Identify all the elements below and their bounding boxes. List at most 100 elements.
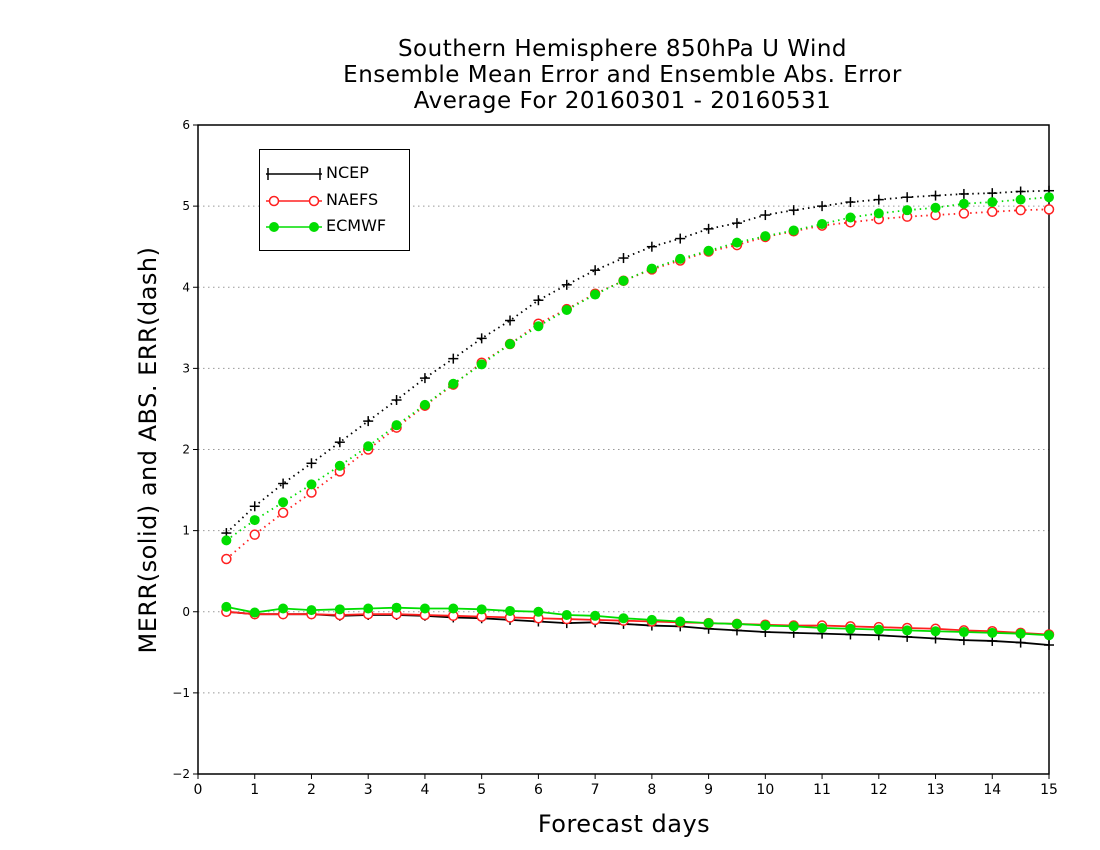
series-ncep-dotted — [221, 185, 1054, 539]
data-point-ecmwf-solid-25 — [930, 626, 941, 637]
data-point-ecmwf-dotted-29 — [1044, 192, 1054, 203]
x-axis-label: Forecast days — [537, 810, 711, 838]
data-point-ncep-dotted-6 — [391, 395, 402, 406]
data-point-ncep-dotted-18 — [731, 218, 742, 229]
x-tick-label-5: 5 — [477, 782, 486, 798]
legend-item-ncep: NCEP — [260, 162, 409, 186]
data-point-ecmwf-dotted-2 — [278, 497, 289, 508]
legend-ncep-marker-icon — [266, 168, 322, 180]
y-tick-label-1: −1 — [172, 686, 190, 700]
data-point-ecmwf-dotted-6 — [391, 420, 402, 431]
data-point-ecmwf-dotted-11 — [533, 321, 544, 332]
data-point-ncep-dotted-5 — [363, 416, 374, 427]
data-point-ecmwf-solid-16 — [675, 616, 686, 627]
series-ecmwf-solid — [221, 601, 1054, 641]
data-point-ecmwf-solid-11 — [533, 606, 544, 617]
y-tick-label-8: 6 — [182, 118, 190, 132]
legend-item-naefs: NAEFS — [260, 189, 409, 213]
data-point-ncep-dotted-23 — [873, 194, 884, 205]
x-tick-label-13: 13 — [927, 782, 945, 798]
data-point-ncep-dotted-17 — [703, 223, 714, 234]
data-point-naefs-dotted-27 — [987, 206, 998, 218]
data-point-ecmwf-solid-0 — [221, 601, 232, 612]
data-point-ecmwf-solid-18 — [731, 618, 742, 629]
data-point-ncep-dotted-15 — [646, 241, 657, 252]
x-tick-label-14: 14 — [983, 782, 1001, 798]
data-point-ecmwf-dotted-0 — [221, 535, 232, 546]
data-point-ncep-dotted-2 — [278, 478, 289, 489]
data-point-ncep-dotted-12 — [561, 279, 572, 290]
y-tick-label-6: 4 — [182, 280, 190, 294]
data-point-ecmwf-solid-23 — [873, 624, 884, 635]
data-point-ecmwf-dotted-3 — [306, 479, 317, 490]
data-point-ncep-dotted-14 — [618, 253, 629, 264]
data-point-ecmwf-dotted-20 — [788, 225, 799, 236]
series-line-ecmwf-dotted — [225, 196, 1050, 542]
data-point-ecmwf-solid-17 — [703, 618, 714, 629]
data-point-ecmwf-dotted-13 — [590, 289, 601, 300]
x-tick-label-7: 7 — [591, 782, 600, 798]
data-point-ecmwf-solid-15 — [646, 614, 657, 625]
y-axis-label: MERR(solid) and ABS. ERR(dash) — [134, 246, 162, 654]
data-point-ecmwf-dotted-17 — [703, 245, 714, 256]
data-point-ecmwf-solid-2 — [278, 603, 289, 614]
data-point-ecmwf-dotted-27 — [987, 197, 998, 208]
data-point-ncep-dotted-25 — [930, 190, 941, 201]
data-point-ncep-dotted-27 — [987, 188, 998, 199]
data-point-ecmwf-solid-13 — [590, 610, 601, 621]
data-point-ncep-dotted-16 — [675, 233, 686, 244]
data-point-ecmwf-solid-5 — [363, 603, 374, 614]
data-point-ecmwf-solid-3 — [306, 605, 317, 616]
data-point-naefs-dotted-29 — [1043, 204, 1055, 215]
chart-title-line-1: Southern Hemisphere 850hPa U Wind — [397, 36, 848, 62]
x-tick-label-10: 10 — [756, 782, 774, 798]
data-point-ncep-dotted-9 — [476, 333, 487, 344]
data-point-ecmwf-solid-8 — [448, 603, 459, 614]
legend: NCEP NAEFS ECMWF — [259, 149, 410, 251]
x-tick-label-3: 3 — [364, 782, 373, 798]
data-point-ecmwf-dotted-19 — [760, 231, 771, 242]
legend-naefs-marker-icon — [266, 195, 322, 207]
data-point-ecmwf-solid-9 — [476, 604, 487, 615]
x-tick-label-4: 4 — [420, 782, 429, 798]
data-point-ecmwf-dotted-16 — [675, 253, 686, 264]
data-point-ecmwf-dotted-7 — [419, 399, 430, 410]
data-point-naefs-dotted-28 — [1015, 204, 1026, 216]
data-point-naefs-dotted-1 — [249, 529, 260, 540]
legend-label-ncep: NCEP — [326, 163, 369, 182]
data-point-ecmwf-solid-28 — [1015, 628, 1026, 639]
data-point-ecmwf-dotted-5 — [363, 441, 374, 452]
data-point-naefs-dotted-0 — [221, 553, 232, 565]
data-point-ecmwf-solid-26 — [958, 627, 969, 638]
x-tick-label-2: 2 — [307, 782, 316, 798]
data-point-ncep-dotted-7 — [419, 373, 430, 384]
data-point-ecmwf-solid-6 — [391, 602, 402, 613]
data-point-ecmwf-dotted-10 — [505, 339, 516, 350]
data-point-ecmwf-dotted-22 — [845, 212, 856, 223]
data-point-ecmwf-solid-7 — [419, 603, 430, 614]
data-point-ncep-solid-28 — [1015, 637, 1026, 648]
chart-title-line-3: Average For 20160301 - 20160531 — [413, 88, 832, 114]
x-tick-label-6: 6 — [534, 782, 543, 798]
x-tick-label-8: 8 — [647, 782, 656, 798]
data-point-ecmwf-dotted-12 — [561, 304, 572, 315]
data-point-ncep-dotted-11 — [533, 295, 544, 306]
data-point-ncep-dotted-1 — [249, 501, 260, 512]
data-point-ecmwf-dotted-1 — [249, 515, 260, 526]
data-point-naefs-dotted-26 — [958, 208, 970, 219]
data-point-ecmwf-solid-4 — [334, 604, 345, 615]
legend-label-naefs: NAEFS — [326, 190, 379, 209]
chart-title-line-2: Ensemble Mean Error and Ensemble Abs. Er… — [343, 62, 902, 88]
legend-ecmwf-marker-icon — [266, 222, 322, 232]
series-line-naefs-dotted — [225, 208, 1050, 560]
legend-item-ecmwf: ECMWF — [260, 215, 409, 239]
data-point-ecmwf-solid-10 — [505, 605, 516, 616]
data-point-ecmwf-dotted-26 — [958, 198, 969, 209]
x-tick-label-1: 1 — [250, 782, 259, 798]
x-tick-label-12: 12 — [870, 782, 888, 798]
x-tick-label-15: 15 — [1040, 782, 1058, 798]
data-point-ncep-dotted-3 — [306, 458, 317, 469]
data-point-ncep-dotted-8 — [448, 353, 459, 364]
data-point-ecmwf-solid-27 — [987, 627, 998, 638]
data-point-ncep-dotted-19 — [760, 210, 771, 221]
